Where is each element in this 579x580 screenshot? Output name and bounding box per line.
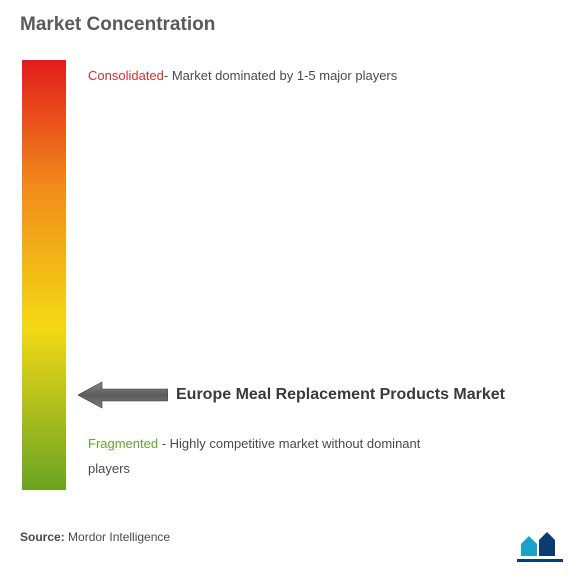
- fragmented-label: Fragmented - Highly competitive market w…: [88, 432, 420, 481]
- consolidated-text: - Market dominated by 1-5 major players: [164, 68, 397, 83]
- fragmented-keyword: Fragmented: [88, 436, 158, 451]
- fragmented-text-line2: players: [88, 461, 130, 476]
- mordor-logo-icon: [517, 530, 563, 564]
- arrow-left-icon: [78, 380, 168, 410]
- concentration-gradient-bar: [22, 60, 66, 490]
- fragmented-text-line1: - Highly competitive market without domi…: [158, 436, 420, 451]
- market-name-label: Europe Meal Replacement Products Market: [176, 386, 505, 404]
- source-label: Source:: [20, 530, 65, 544]
- consolidated-label: Consolidated- Market dominated by 1-5 ma…: [88, 68, 397, 83]
- market-position-marker: Europe Meal Replacement Products Market: [78, 380, 505, 410]
- source-value: Mordor Intelligence: [65, 530, 170, 544]
- consolidated-keyword: Consolidated: [88, 68, 164, 83]
- source-attribution: Source: Mordor Intelligence: [20, 530, 170, 544]
- page-title: Market Concentration: [20, 14, 215, 36]
